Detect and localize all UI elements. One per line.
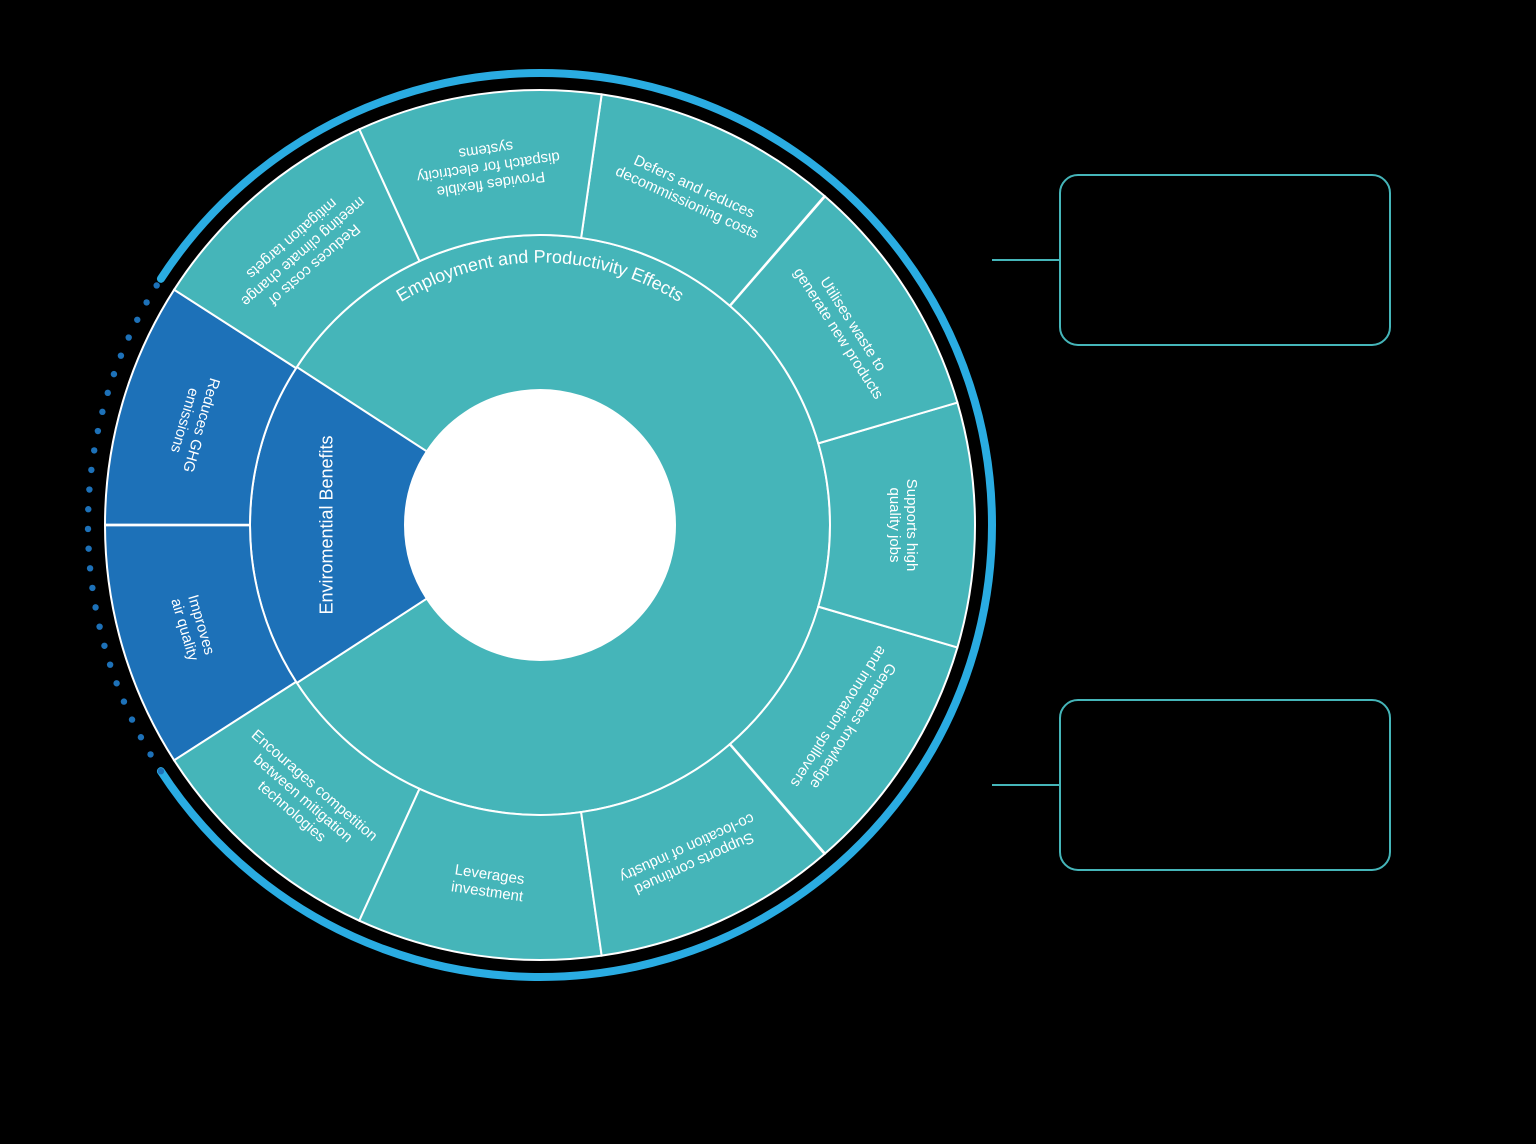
- perimeter-dot: [118, 352, 124, 358]
- perimeter-dot: [125, 334, 131, 340]
- perimeter-dot: [89, 585, 95, 591]
- perimeter-dot: [85, 545, 91, 551]
- perimeter-dot: [105, 390, 111, 396]
- center-hole: [405, 390, 675, 660]
- perimeter-dot: [95, 428, 101, 434]
- perimeter-dot: [96, 623, 102, 629]
- callout-bottom: [1060, 700, 1390, 870]
- outer-label-jobs-line1: quality jobs: [886, 487, 903, 562]
- perimeter-dot: [107, 661, 113, 667]
- perimeter-dot: [134, 317, 140, 323]
- perimeter-dot: [92, 604, 98, 610]
- outer-label-jobs-line0: Supports high: [903, 479, 920, 572]
- outer-label-jobs: Supports highquality jobs: [886, 479, 920, 572]
- perimeter-dot: [91, 447, 97, 453]
- perimeter-dot: [138, 734, 144, 740]
- perimeter-dot: [158, 768, 164, 774]
- perimeter-dot: [129, 716, 135, 722]
- inner-label-environment: Enviromential Benefits: [316, 435, 336, 614]
- callouts: [992, 175, 1390, 870]
- callout-top: [1060, 175, 1390, 345]
- perimeter-dot: [86, 486, 92, 492]
- perimeter-dot: [88, 467, 94, 473]
- perimeter-dot: [147, 751, 153, 757]
- perimeter-dot: [153, 282, 159, 288]
- perimeter-dot: [101, 643, 107, 649]
- perimeter-dot: [121, 698, 127, 704]
- perimeter-dot: [99, 409, 105, 415]
- perimeter-dot: [111, 371, 117, 377]
- perimeter-dot: [113, 680, 119, 686]
- perimeter-dot: [143, 299, 149, 305]
- perimeter-dot: [87, 565, 93, 571]
- perimeter-dot: [85, 506, 91, 512]
- perimeter-dot: [85, 526, 91, 532]
